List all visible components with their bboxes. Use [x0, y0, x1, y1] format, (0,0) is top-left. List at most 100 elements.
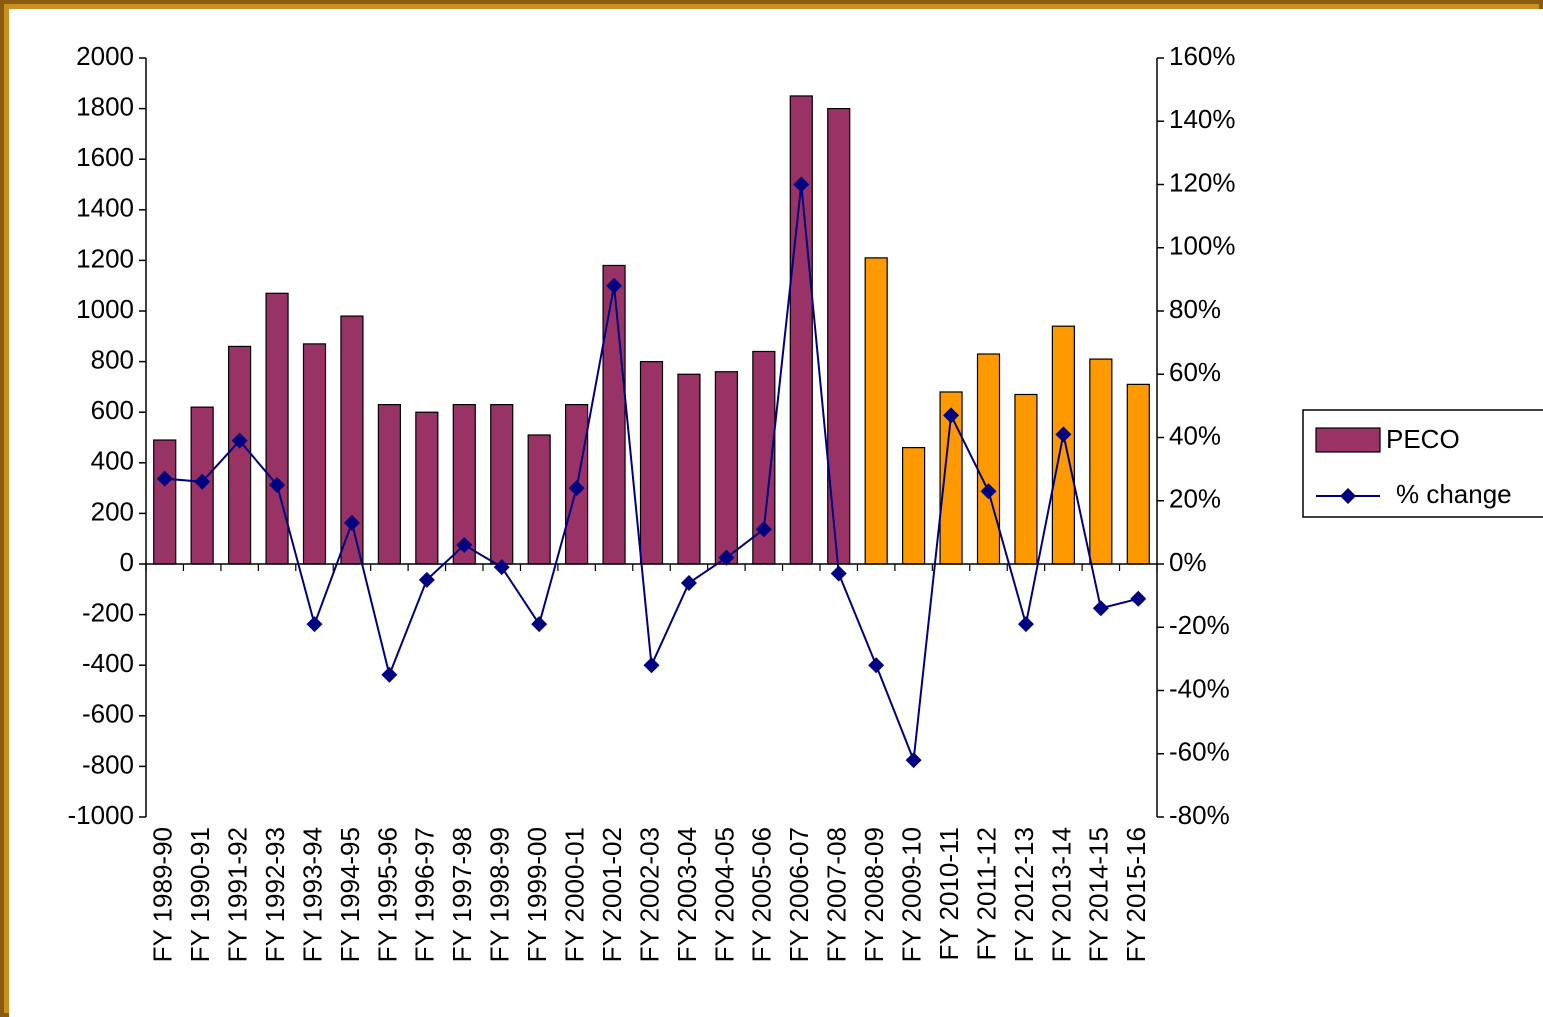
marker: [606, 277, 623, 294]
y2-tick-label: 80%: [1169, 294, 1221, 324]
marker: [643, 657, 660, 674]
x-tick-label: FY 2007-08: [822, 827, 852, 962]
bar: [415, 411, 439, 565]
x-tick-label: FY 2015-16: [1121, 827, 1151, 962]
y2-tick-label: 60%: [1169, 357, 1221, 387]
x-tick-label: FY 1998-99: [485, 827, 515, 962]
x-tick-label: FY 2013-14: [1046, 827, 1076, 962]
y2-tick-label: 20%: [1169, 484, 1221, 514]
y2-tick-label: 120%: [1169, 167, 1236, 197]
y2-tick-label: 160%: [1169, 41, 1236, 71]
marker: [680, 574, 697, 591]
x-tick-label: FY 2000-01: [559, 827, 589, 962]
x-tick-label: FY 2002-03: [634, 827, 664, 962]
legend-swatch: [1315, 427, 1381, 453]
bar: [153, 439, 177, 565]
marker: [156, 470, 173, 487]
marker: [755, 521, 772, 538]
y-tick-label: -400: [82, 648, 134, 678]
x-tick-label: FY 1997-98: [447, 827, 477, 962]
bar: [527, 434, 551, 565]
marker: [306, 616, 323, 633]
bar: [1089, 358, 1113, 565]
marker: [343, 514, 360, 531]
marker: [531, 616, 548, 633]
x-tick-label: FY 2004-05: [709, 827, 739, 962]
marker: [830, 565, 847, 582]
bar: [265, 292, 289, 565]
bar: [228, 345, 252, 565]
y2-tick-label: -20%: [1169, 610, 1230, 640]
bar: [1014, 393, 1038, 565]
y2-tick-label: 100%: [1169, 231, 1236, 261]
bar: [1051, 325, 1075, 565]
y2-tick-label: -60%: [1169, 737, 1230, 767]
marker: [568, 480, 585, 497]
legend: PECO % change: [1302, 409, 1543, 518]
x-tick-label: FY 1999-00: [522, 827, 552, 962]
x-tick-label: FY 1994-95: [335, 827, 365, 962]
marker: [980, 483, 997, 500]
marker: [493, 559, 510, 576]
x-tick-label: FY 2009-10: [896, 827, 926, 962]
y-tick-label: 1000: [76, 294, 134, 324]
y-tick-label: 1800: [76, 91, 134, 121]
marker: [1055, 426, 1072, 443]
bar: [976, 353, 1001, 565]
bar: [714, 371, 738, 565]
marker: [905, 752, 922, 769]
y-tick-label: 200: [91, 496, 134, 526]
x-tick-label: FY 1995-96: [372, 827, 402, 962]
x-tick-label: FY 2005-06: [747, 827, 777, 962]
marker: [943, 407, 960, 424]
marker: [868, 657, 885, 674]
legend-label: % change: [1396, 479, 1512, 509]
marker: [194, 473, 211, 490]
legend-marker: [1340, 488, 1356, 504]
marker: [381, 666, 398, 683]
y-tick-label: 2000: [76, 41, 134, 71]
y-tick-label: 1600: [76, 142, 134, 172]
marker: [1130, 590, 1147, 607]
x-tick-label: FY 2001-02: [597, 827, 627, 962]
x-tick-label: FY 2012-13: [1009, 827, 1039, 962]
x-tick-label: FY 1996-97: [410, 827, 440, 962]
x-tick-label: FY 2010-11: [934, 827, 964, 960]
y-tick-label: -600: [82, 699, 134, 729]
x-tick-label: FY 2003-04: [672, 827, 702, 962]
marker: [1092, 600, 1109, 617]
y2-tick-label: 140%: [1169, 104, 1236, 134]
y-tick-label: -200: [82, 597, 134, 627]
x-tick-label: FY 1992-93: [260, 827, 290, 962]
bar: [639, 361, 664, 565]
y-tick-label: -800: [82, 749, 134, 779]
bar: [1126, 383, 1150, 565]
y-tick-label: 1400: [76, 193, 134, 223]
bar: [677, 373, 701, 565]
y-tick-label: -1000: [68, 800, 135, 830]
x-tick-label: FY 2008-09: [859, 827, 889, 962]
y-tick-label: 1200: [76, 243, 134, 273]
marker: [231, 432, 248, 449]
marker: [418, 571, 435, 588]
x-tick-label: FY 1990-91: [185, 827, 215, 962]
marker: [456, 537, 473, 554]
bar: [302, 343, 327, 565]
x-tick-label: FY 1989-90: [148, 827, 178, 962]
y2-tick-label: -40%: [1169, 673, 1230, 703]
y-tick-label: 400: [91, 446, 134, 476]
x-tick-label: FY 1991-92: [222, 827, 252, 962]
y2-tick-label: 0%: [1169, 547, 1207, 577]
background: [9, 9, 1543, 1017]
marker: [1017, 616, 1034, 633]
bar: [902, 447, 926, 565]
x-tick-label: FY 2014-15: [1084, 827, 1114, 962]
y-tick-label: 800: [91, 344, 134, 374]
bar: [490, 404, 514, 565]
x-tick-label: FY 2006-07: [784, 827, 814, 962]
y2-tick-label: -80%: [1169, 800, 1230, 830]
y-tick-label: 600: [91, 395, 134, 425]
bar: [602, 264, 626, 565]
